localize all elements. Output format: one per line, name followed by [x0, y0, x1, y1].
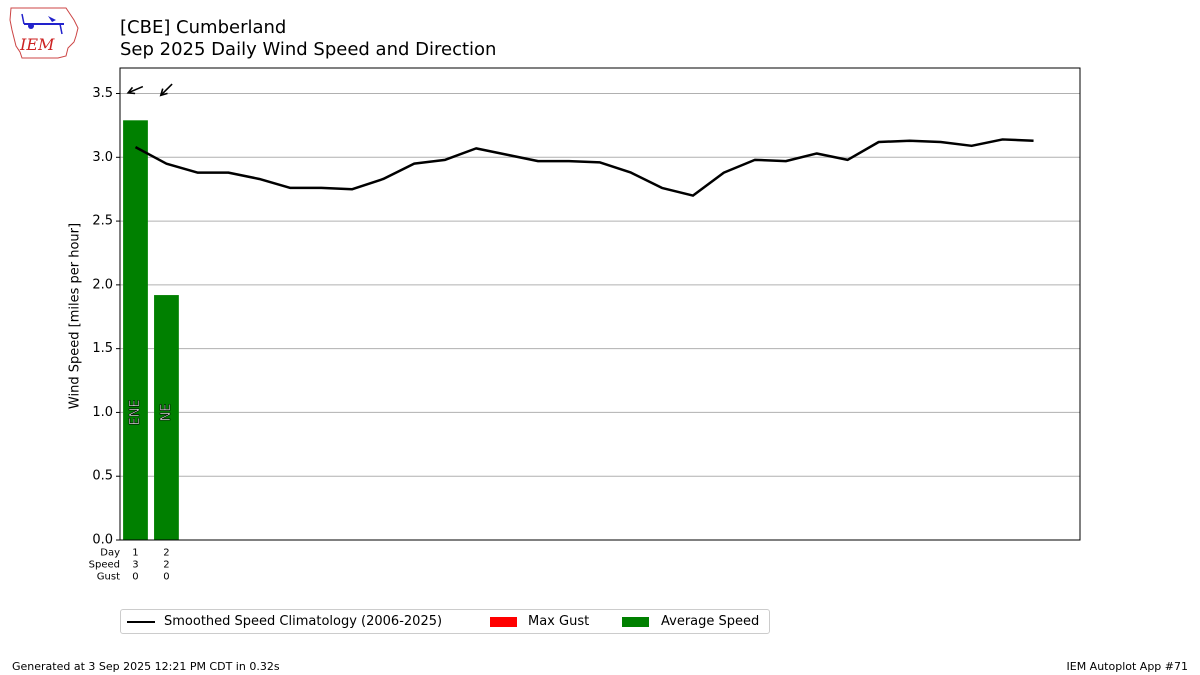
direction-arrow-day-2: [160, 83, 173, 96]
table-row-label-speed: Speed: [89, 560, 120, 571]
y-tick-label-7: 3.5: [92, 86, 113, 101]
footer-app: IEM Autoplot App #71: [1066, 660, 1189, 673]
table-speed-day-1: 3: [132, 560, 138, 571]
table-row-label-gust: Gust: [97, 572, 120, 583]
legend-label-max-gust: Max Gust: [528, 614, 590, 629]
y-tick-label-0: 0.0: [92, 533, 113, 548]
legend-gust-swatch: [490, 617, 517, 627]
legend-line-swatch: [127, 621, 155, 623]
y-tick-label-1: 0.5: [92, 469, 113, 484]
y-tick-label-3: 1.5: [92, 341, 113, 356]
climatology-line: [134, 138, 1034, 197]
table-gust-day-2: 0: [163, 572, 169, 583]
wind-speed-chart: ENE NE 0.0 0.5 1.0 1.5 2.0 2.5 3.0 3.5 Wind Speed …: [68, 67, 1081, 583]
footer-generated: Generated at 3 Sep 2025 12:21 PM CDT in …: [12, 660, 280, 673]
legend: Smoothed Speed Climatology (2006-2025) M…: [120, 609, 770, 634]
y-tick-label-4: 2.0: [92, 277, 113, 292]
logo-text: IEM: [19, 35, 55, 54]
direction-label-day-2: NE: [159, 403, 174, 421]
bar-day-2: [154, 295, 179, 540]
plot-frame: [119, 67, 1081, 541]
chart-title-line1: [CBE] Cumberland: [120, 17, 287, 38]
y-tick-label-2: 1.0: [92, 405, 113, 420]
legend-average-swatch: [622, 617, 649, 627]
direction-arrow-day-1: [127, 85, 144, 94]
y-tick-label-6: 3.0: [92, 150, 113, 165]
legend-label-climatology: Smoothed Speed Climatology (2006-2025): [164, 614, 443, 629]
table-gust-day-1: 0: [132, 572, 138, 583]
direction-arrowhead-day-2: [159, 88, 168, 97]
iem-logo: IEM: [8, 6, 80, 60]
chart-title-line2: Sep 2025 Daily Wind Speed and Direction: [120, 39, 497, 60]
table-row-label-day: Day: [100, 548, 120, 559]
legend-label-average-speed: Average Speed: [661, 614, 760, 629]
direction-label-day-1: ENE: [128, 399, 143, 425]
y-axis-label: Wind Speed [miles per hour]: [68, 223, 83, 409]
table-speed-day-2: 2: [163, 560, 169, 571]
direction-arrowhead-day-1: [126, 86, 136, 95]
bar-day-1: [123, 120, 148, 540]
table-day-day-2: 2: [163, 548, 169, 559]
table-day-day-1: 1: [132, 548, 138, 559]
y-tick-label-5: 2.5: [92, 214, 113, 229]
